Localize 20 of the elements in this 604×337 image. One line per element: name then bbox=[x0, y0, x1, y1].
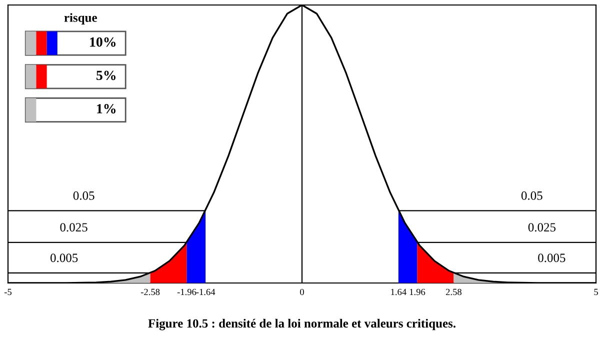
annotation: 0.005 bbox=[50, 254, 78, 262]
legend-title: risque bbox=[64, 13, 97, 24]
x-tick-label: -5 bbox=[4, 288, 12, 296]
annotation: 1% bbox=[97, 104, 116, 114]
annotation: 5% bbox=[96, 70, 116, 80]
text: Figure 10.5 : densité de la loi normale et valeurs critiques. bbox=[148, 318, 456, 330]
annotation: 0.025 bbox=[60, 223, 88, 232]
x-tick-label: -2.58 bbox=[140, 288, 160, 296]
x-tick-label: -1.64 bbox=[196, 288, 216, 296]
x-tick-label: 5 bbox=[594, 288, 598, 296]
annotation: 0.025 bbox=[528, 223, 556, 232]
x-tick-label: 1.96 bbox=[410, 288, 426, 296]
x-tick-label: 2.58 bbox=[446, 288, 462, 296]
x-tick-label: -1.96 bbox=[177, 288, 196, 296]
x-tick-label: 0 bbox=[300, 288, 304, 296]
annotation: 10% bbox=[90, 37, 116, 47]
annotation: 0.005 bbox=[538, 254, 566, 262]
x-tick-label: 1.64 bbox=[391, 288, 406, 296]
annotation: 0.05 bbox=[73, 191, 94, 200]
annotation: 0.05 bbox=[521, 191, 542, 200]
